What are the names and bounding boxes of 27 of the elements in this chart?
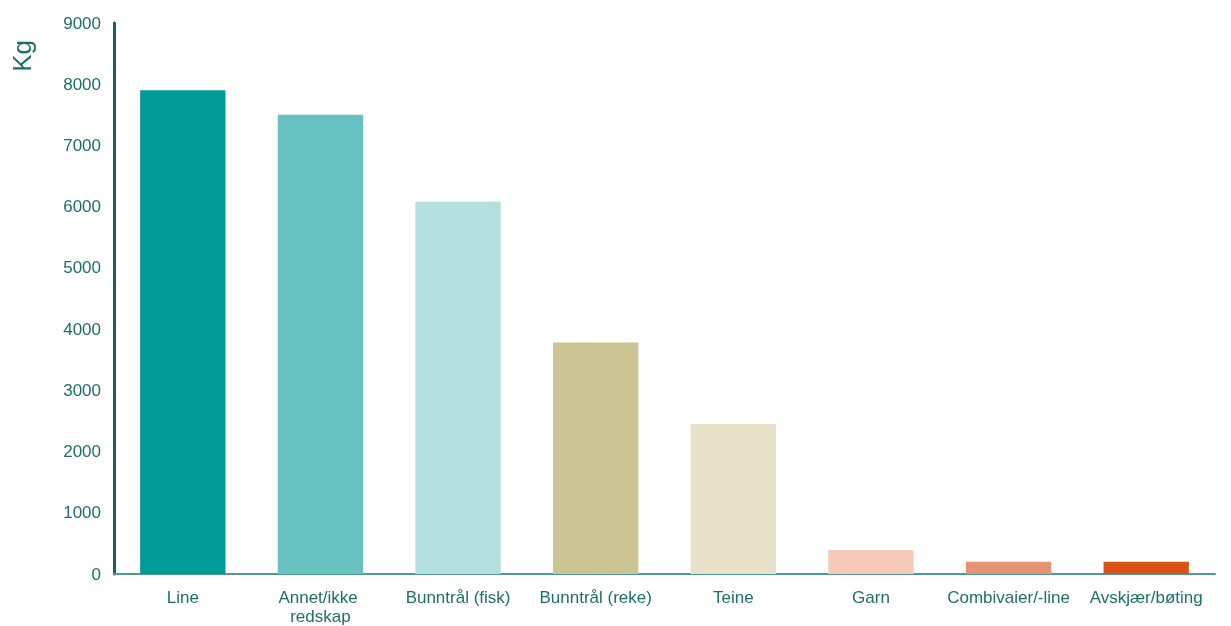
- x-tick-label: Avskjær/bøting: [1089, 588, 1203, 607]
- y-tick-label: 2000: [63, 442, 101, 462]
- x-tick-label: Teine: [712, 588, 754, 607]
- x-tick-label: Garn: [852, 588, 890, 607]
- y-tick-label: 9000: [63, 13, 101, 33]
- x-tick-label: Line: [166, 588, 199, 607]
- bar: [277, 114, 364, 574]
- x-tick-label: Bunntrål (reke): [539, 588, 652, 607]
- y-tick-label: 3000: [63, 380, 101, 400]
- y-tick-label: 8000: [63, 74, 101, 94]
- bar: [140, 90, 226, 574]
- bar: [415, 201, 501, 574]
- bar: [828, 550, 914, 574]
- y-tick-label: 6000: [63, 197, 101, 217]
- bar: [965, 561, 1052, 574]
- x-tick-label: Annet/ikke redskap: [278, 588, 363, 626]
- bar: [690, 424, 776, 574]
- x-tick-label: Combivaier/-line: [947, 588, 1070, 607]
- y-tick-label: 5000: [63, 258, 101, 278]
- bar: [1103, 561, 1189, 574]
- y-tick-label: 7000: [63, 135, 101, 155]
- x-tick-label: Bunntrål (fisk): [405, 588, 511, 607]
- bar: [553, 342, 639, 574]
- y-axis-title: Kg: [7, 39, 37, 72]
- y-tick-label: 4000: [63, 319, 101, 339]
- y-tick-label: 0: [91, 564, 101, 584]
- y-tick-label: 1000: [63, 503, 101, 523]
